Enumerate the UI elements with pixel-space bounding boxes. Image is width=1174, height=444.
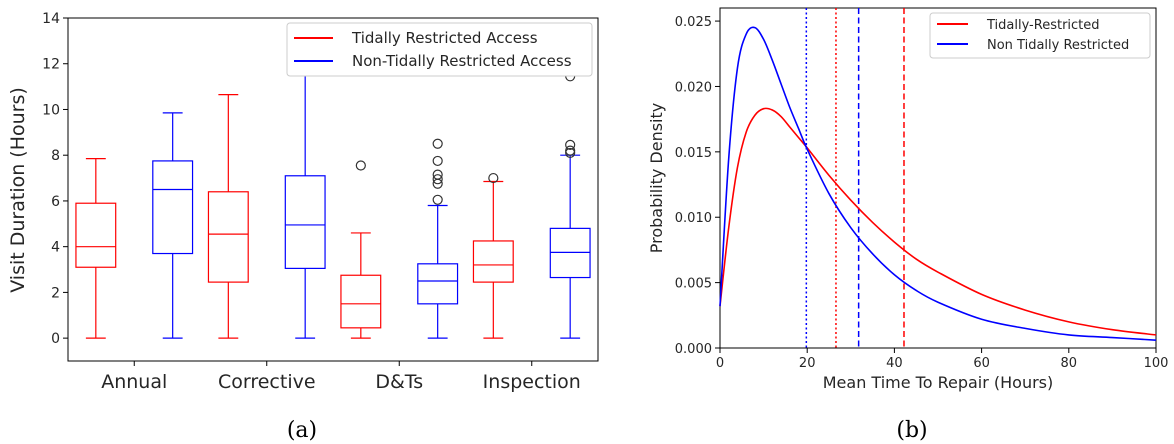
x-tick-label: 60 — [973, 356, 990, 371]
y-axis-label-b: Probability Density — [647, 103, 666, 254]
x-tick-label: 80 — [1061, 356, 1078, 371]
x-tick-label: Corrective — [218, 371, 316, 393]
box-tidal — [207, 94, 249, 339]
outlier-point — [565, 139, 576, 151]
x-tick-label: 20 — [799, 356, 816, 371]
x-tick-label: 0 — [716, 356, 724, 371]
legend-label-tidal-b: Tidally-Restricted — [986, 18, 1100, 33]
y-tick-label: 8 — [51, 148, 60, 164]
y-tick-label: 4 — [51, 240, 60, 256]
y-tick-label: 10 — [42, 102, 60, 118]
legend-label-nontidal-b: Non Tidally Restricted — [987, 38, 1129, 53]
legend-label-nontidal: Non-Tidally Restricted Access — [352, 52, 572, 70]
y-tick-label: 2 — [51, 285, 60, 301]
boxes — [75, 27, 591, 339]
boxplot-panel: 0 2 4 6 8 10 12 14 Annual Corrective D&Ts Inspecti… — [7, 11, 599, 443]
box-iqr — [340, 274, 382, 329]
density-panel: 0 20 40 60 80 100 0.000 0.005 0.010 0.015 0.020 0.0… — [647, 7, 1169, 443]
x-tick-label: 40 — [886, 356, 903, 371]
y-tick-label: 0 — [51, 331, 60, 347]
panel-label-a: (a) — [287, 418, 317, 443]
outlier-point — [432, 155, 443, 167]
y-axis-label-a: Visit Duration (Hours) — [7, 87, 29, 293]
plot-area-b — [719, 7, 1157, 349]
y-tick-label: 12 — [42, 57, 60, 73]
outlier-point — [432, 138, 443, 149]
box-iqr — [284, 175, 326, 269]
y-tick-label: 0.015 — [675, 146, 712, 161]
outlier-point — [432, 169, 443, 180]
box-iqr — [207, 191, 249, 283]
outlier-point — [432, 174, 443, 185]
x-tick-label: Inspection — [483, 371, 581, 393]
box-iqr — [472, 240, 514, 283]
y-tick-label: 0.010 — [675, 211, 712, 226]
box-iqr — [152, 160, 194, 255]
x-tick-label: Annual — [101, 371, 167, 393]
box-iqr — [417, 263, 459, 305]
legend-b: Tidally-Restricted Non Tidally Restricte… — [929, 12, 1151, 59]
density-curve — [719, 107, 1157, 336]
outlier-point — [355, 160, 366, 171]
panel-label-b: (b) — [896, 418, 927, 443]
box-nontidal — [152, 112, 194, 339]
outlier-point — [565, 145, 576, 156]
box-nontidal — [417, 138, 459, 339]
legend-frame-b — [929, 12, 1151, 59]
legend-a: Tidally Restricted Access Non-Tidally Re… — [286, 22, 593, 77]
y-tick-label: 6 — [51, 194, 60, 210]
x-tick-label: D&Ts — [375, 371, 423, 393]
axes-b: 0 20 40 60 80 100 0.000 0.005 0.010 0.015 0.020 0.0… — [675, 15, 1169, 371]
x-tick-label: 100 — [1144, 356, 1169, 371]
y-tick-label: 14 — [42, 11, 60, 27]
box-iqr — [75, 202, 117, 268]
y-tick-label: 0.000 — [675, 342, 712, 357]
legend-label-tidal: Tidally Restricted Access — [351, 29, 538, 47]
outlier-point — [432, 194, 443, 205]
x-axis-a: Annual Corrective D&Ts Inspection — [101, 361, 581, 393]
legend-frame-a — [286, 22, 593, 77]
box-tidal — [75, 158, 117, 339]
density-curves — [719, 26, 1157, 341]
y-tick-label: 0.020 — [675, 80, 712, 95]
box-tidal — [340, 160, 382, 339]
density-curve — [719, 26, 1157, 341]
x-axis-label-b: Mean Time To Repair (Hours) — [823, 373, 1054, 392]
box-tidal — [472, 172, 514, 339]
outlier-point — [488, 172, 499, 184]
y-tick-label: 0.025 — [675, 15, 712, 30]
y-axis-a: 0 2 4 6 8 10 12 14 — [42, 11, 68, 347]
y-tick-label: 0.005 — [675, 277, 712, 292]
